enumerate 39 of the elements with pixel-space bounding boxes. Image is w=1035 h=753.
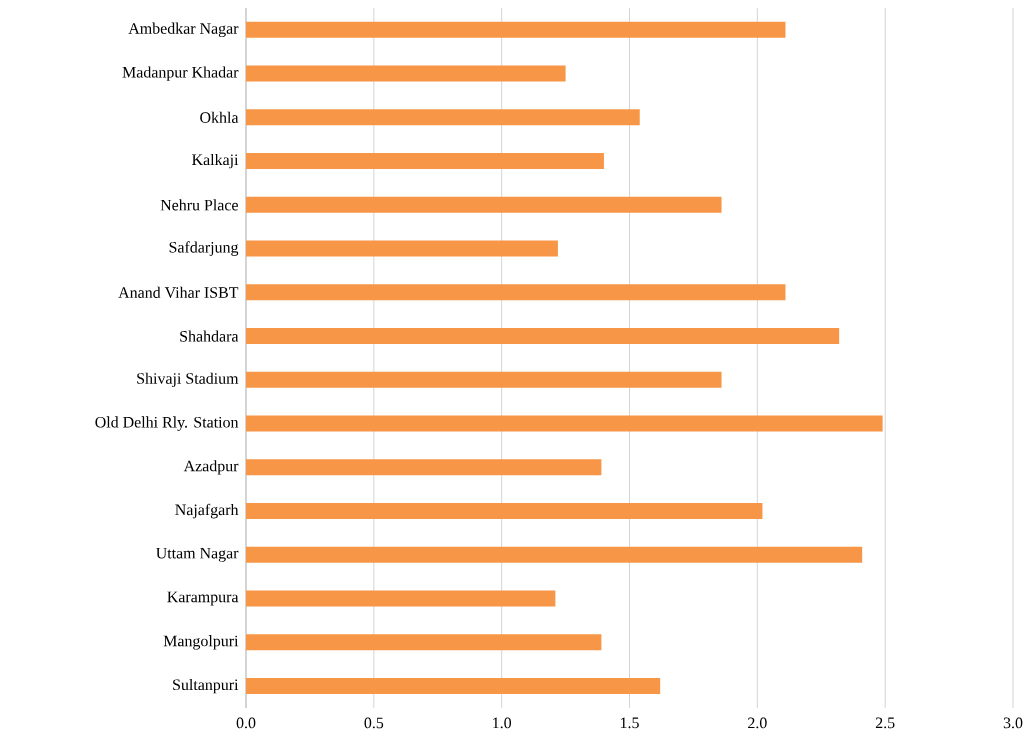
- y-tick-label: Uttam Nagar: [156, 547, 239, 562]
- y-tick-label: Shahdara: [180, 330, 239, 342]
- y-tick-label: Ambedkar Nagar: [128, 22, 239, 38]
- y-tick-label: Anand Vihar ISBT: [118, 286, 239, 299]
- bar: [246, 546, 863, 563]
- bar: [246, 328, 840, 345]
- bar: [246, 240, 558, 257]
- y-tick-label: Old Delhi Rly. Station: [95, 416, 239, 431]
- bar: [246, 459, 602, 476]
- bar: [246, 415, 883, 432]
- bar: [246, 634, 602, 651]
- bar: [246, 284, 786, 301]
- x-tick-label: 3.0: [1003, 717, 1023, 729]
- y-tick-label: Azadpur: [183, 460, 239, 475]
- bar: [246, 196, 722, 213]
- y-tick-label: Shivaji Stadium: [137, 372, 239, 388]
- y-tick-label: Safdarjung: [169, 241, 239, 256]
- y-tick-label: Mangolpuri: [163, 635, 239, 650]
- x-tick-label: 0.0: [236, 717, 256, 729]
- bar: [246, 678, 661, 695]
- y-tick-label: Najafgarh: [175, 503, 239, 519]
- bar: [246, 503, 763, 520]
- x-tick-label: 0.5: [364, 717, 384, 729]
- x-tick-label: 1.0: [493, 717, 512, 729]
- bar: [246, 590, 556, 607]
- y-tick-label: Okhla: [200, 111, 239, 123]
- bar: [246, 109, 640, 126]
- y-tick-label: Kalkaji: [192, 153, 239, 169]
- y-tick-label: Karampura: [167, 591, 239, 606]
- bar: [246, 65, 566, 82]
- y-tick-label: Sultanpuri: [173, 678, 239, 694]
- x-tick-label: 2.5: [875, 717, 895, 729]
- bar: [246, 371, 722, 388]
- bar: [246, 21, 786, 38]
- x-tick-label: 1.5: [620, 717, 639, 729]
- bar: [246, 153, 604, 170]
- y-tick-label: Madanpur Khadar: [122, 66, 239, 81]
- x-tick-label: 2.0: [748, 717, 767, 729]
- y-tick-label: Nehru Place: [160, 199, 238, 211]
